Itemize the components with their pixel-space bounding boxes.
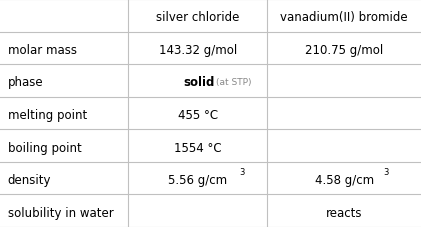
Text: 5.56 g/cm: 5.56 g/cm — [168, 173, 227, 186]
Text: melting point: melting point — [8, 109, 87, 121]
Text: (at STP): (at STP) — [216, 78, 251, 86]
Text: 210.75 g/mol: 210.75 g/mol — [305, 44, 383, 57]
Text: density: density — [8, 173, 51, 186]
Text: 455 °C: 455 °C — [178, 109, 218, 121]
Text: solid: solid — [183, 76, 215, 89]
Text: 3: 3 — [383, 168, 388, 177]
Text: 3: 3 — [239, 168, 245, 177]
Text: phase: phase — [8, 76, 43, 89]
Text: 1554 °C: 1554 °C — [174, 141, 222, 154]
Text: vanadium(II) bromide: vanadium(II) bromide — [280, 11, 408, 24]
Text: reacts: reacts — [326, 206, 362, 219]
Text: silver chloride: silver chloride — [156, 11, 240, 24]
Text: 143.32 g/mol: 143.32 g/mol — [159, 44, 237, 57]
Text: boiling point: boiling point — [8, 141, 81, 154]
Text: 4.58 g/cm: 4.58 g/cm — [314, 173, 374, 186]
Text: molar mass: molar mass — [8, 44, 77, 57]
Text: solubility in water: solubility in water — [8, 206, 113, 219]
